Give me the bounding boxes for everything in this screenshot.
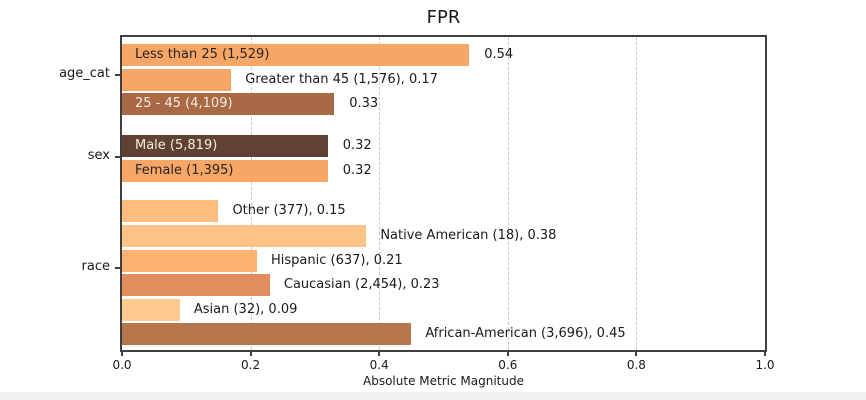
gridline-0.8 [636,37,638,350]
bar-label-asian: Asian (32), 0.09 [193,302,298,317]
bar-native-american [122,225,367,247]
value-label-less-than-25: 0.54 [484,47,514,62]
chart-title: FPR [426,7,461,28]
bar-label-caucasian: Caucasian (2,454), 0.23 [283,277,440,292]
bar-label-greater-than-45: Greater than 45 (1,576), 0.17 [245,72,438,87]
bar-label-hispanic: Hispanic (637), 0.21 [271,253,403,268]
x-tick-label-0.6: 0.6 [498,358,518,372]
x-tick-0.2 [249,352,252,356]
bar-male: Male (5,819) [122,135,328,157]
bar-other [122,200,219,222]
plot-area: FPR Absolute Metric Magnitude 0.0 0.2 0.4 0… [59,7,774,388]
bar-asian [122,299,180,321]
bar-label-african-american: African-American (3,696), 0.45 [425,326,626,341]
value-label-male: 0.32 [342,138,372,153]
x-tick-label-1.0: 1.0 [755,358,775,372]
x-tick-0.8 [635,352,638,356]
x-tick-1.0 [764,352,766,356]
gridline-0.6 [507,37,509,350]
bar-female: Female (1,395) [122,160,328,182]
y-category-label-sex: sex [87,148,110,163]
x-tick-label-0.8: 0.8 [626,358,646,372]
bar-label-native-american: Native American (18), 0.38 [380,228,557,243]
value-label-25-45: 0.33 [349,96,379,111]
y-category-label-race: race [81,259,110,274]
bar-label-25-45: 25 - 45 (4,109) [135,96,233,111]
gridline-0.4 [379,37,381,350]
y-category-label-age-cat: age_cat [59,66,110,81]
bar-caucasian [122,274,270,296]
bar-less-than-25: Less than 25 (1,529) [122,44,470,66]
bar-greater-than-45 [122,69,232,91]
bar-african-american [122,323,412,345]
bar-label-female: Female (1,395) [135,163,234,178]
x-axis-label: Absolute Metric Magnitude [363,374,524,388]
y-tick-race [115,267,122,269]
bar-label-other: Other (377), 0.15 [232,203,346,218]
bar-label-male: Male (5,819) [135,138,218,153]
gridline-0.2 [250,37,252,350]
bar-hispanic [122,250,258,272]
y-tick-sex [115,156,122,158]
x-tick-label-0.0: 0.0 [112,358,132,372]
x-tick-label-0.2: 0.2 [241,358,261,372]
x-tick-0.4 [378,352,381,356]
bar-label-less-than-25: Less than 25 (1,529) [135,47,270,62]
y-tick-age-cat [115,74,122,76]
x-tick-0.0 [121,352,123,356]
page-bottom-strip [0,392,866,400]
x-tick-0.6 [506,352,509,356]
value-label-female: 0.32 [342,163,372,178]
x-tick-label-0.4: 0.4 [369,358,389,372]
bar-25-45: 25 - 45 (4,109) [122,93,335,115]
